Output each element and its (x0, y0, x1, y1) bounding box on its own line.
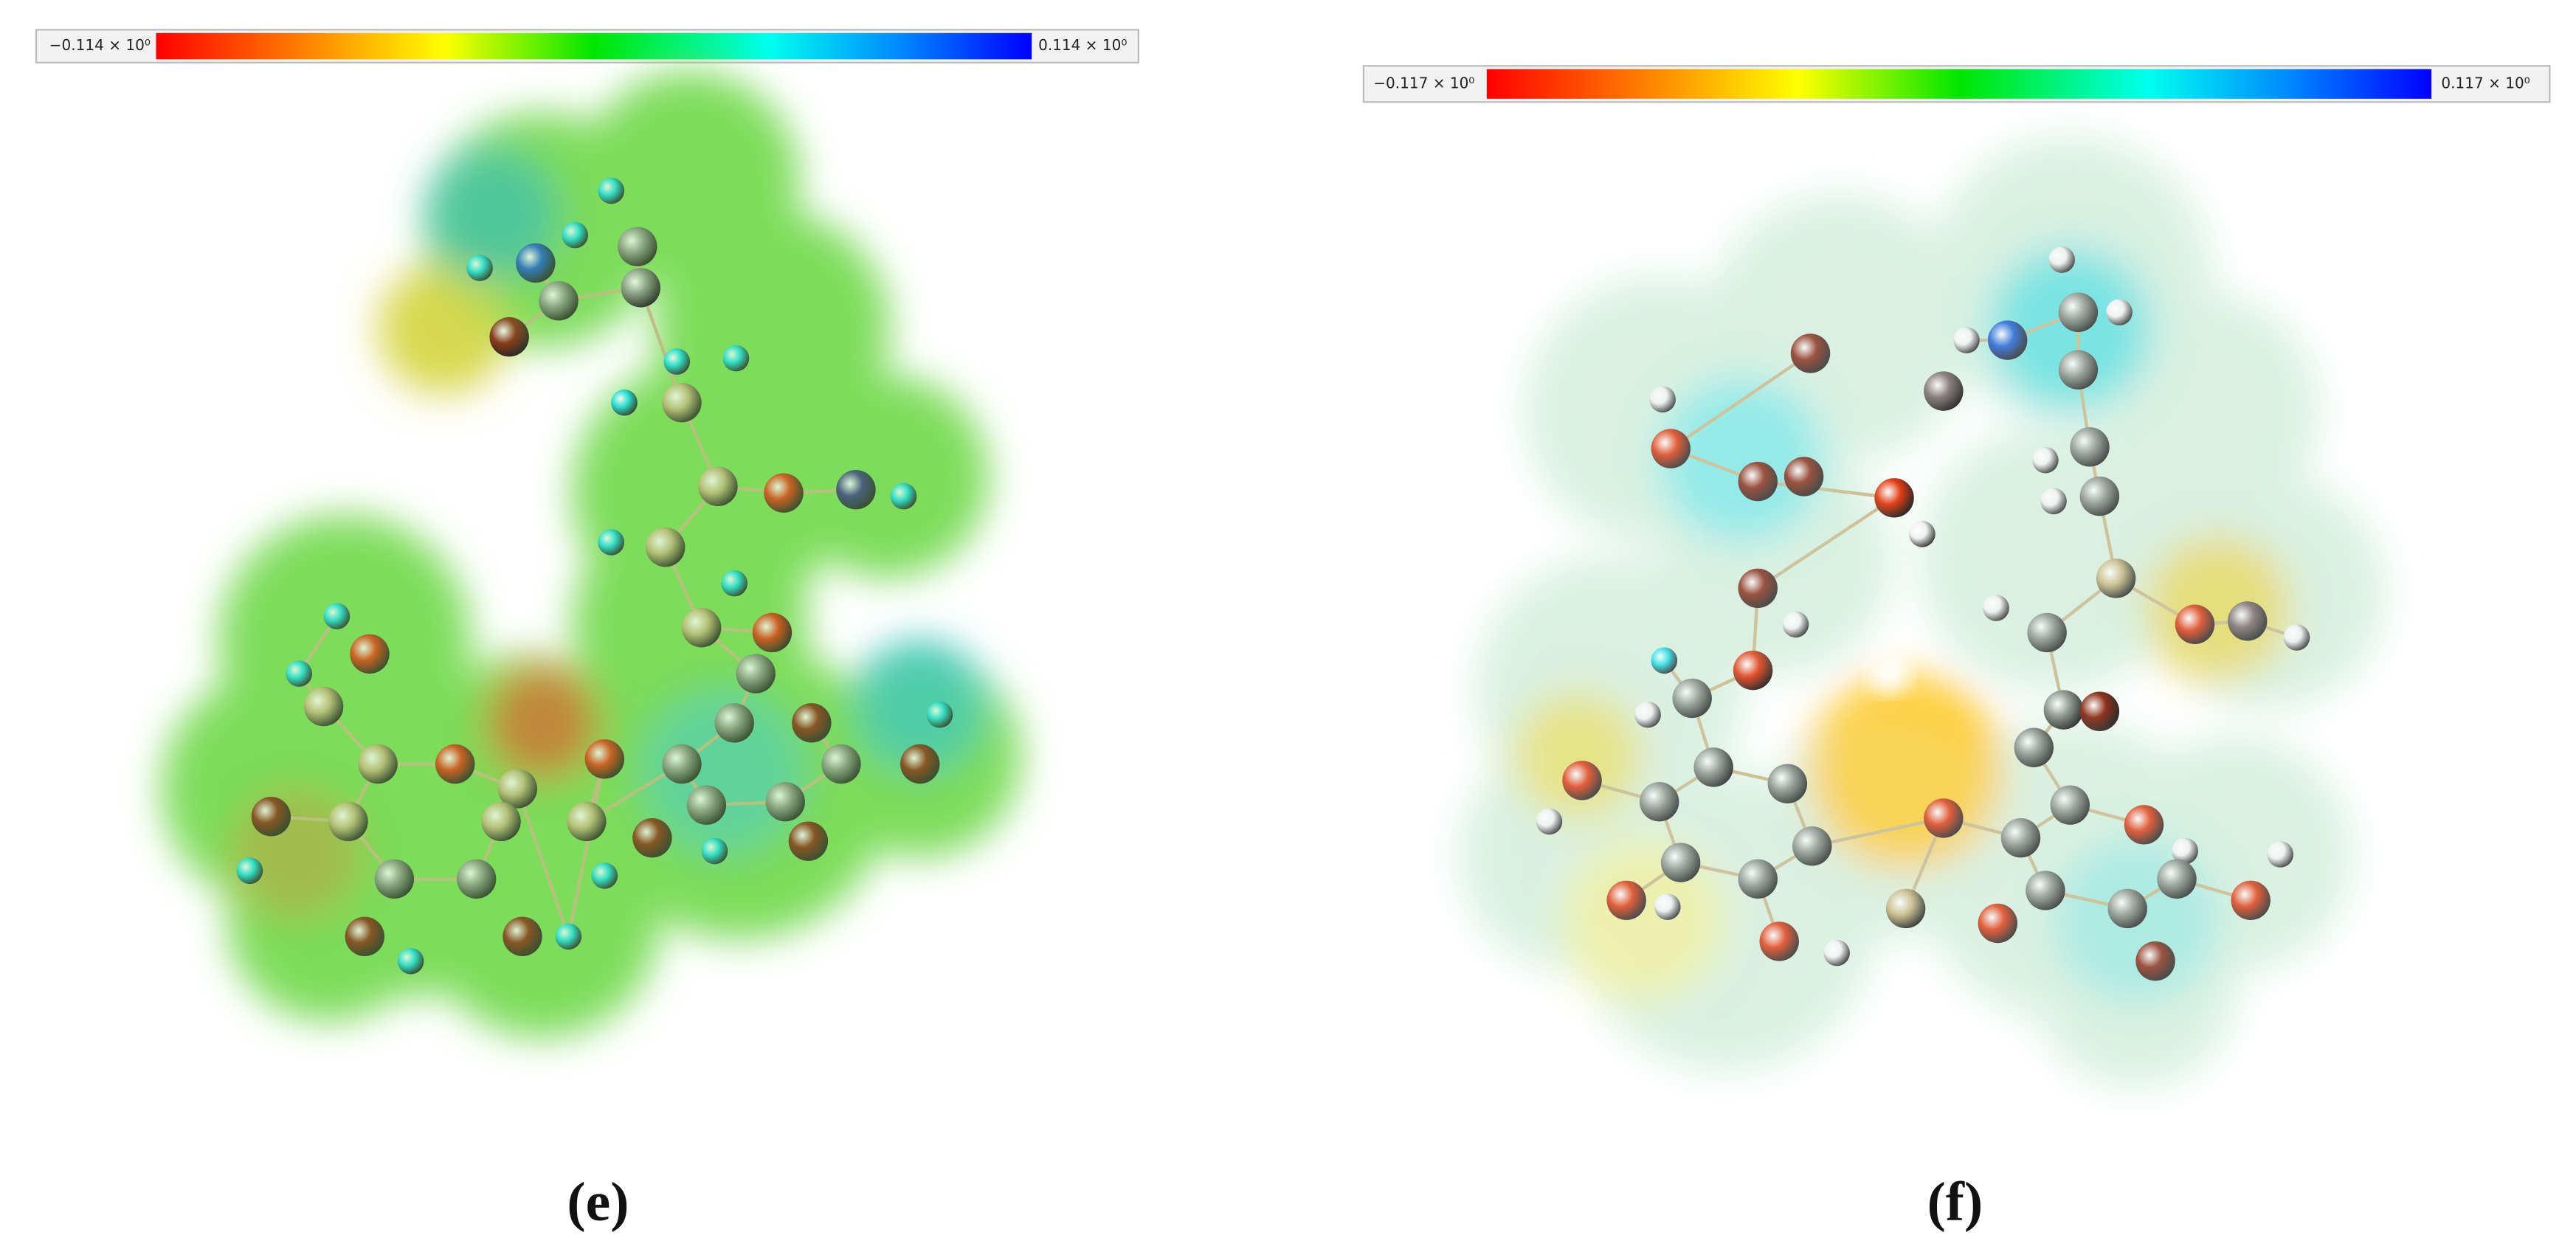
molecule-f (1462, 139, 2383, 1085)
surface-lobe (1659, 443, 1890, 674)
colorbar-f: −0.117 × 10⁰ 0.117 × 10⁰ (1362, 65, 2551, 103)
colorbar-gradient (1486, 69, 2432, 99)
atom (2043, 690, 2084, 730)
atom (2079, 691, 2120, 731)
surface-lobe (821, 657, 1019, 854)
surface-lobe (788, 378, 986, 575)
surface-lobe (427, 657, 625, 854)
surface-lobe (2037, 887, 2234, 1085)
surface-lobe (2152, 476, 2383, 707)
colorbar-min: −0.117 × 10⁰ (1373, 74, 1474, 91)
colorbar-min: −0.114 × 10⁰ (49, 36, 151, 54)
colorbar-gradient (156, 32, 1032, 60)
atom (1874, 478, 1914, 518)
surface-lobe (427, 805, 657, 1035)
potential-surface (1462, 139, 2383, 1085)
cavity (1869, 654, 1910, 694)
surface-lobe (1921, 427, 2186, 691)
colorbar-max: 0.114 × 10⁰ (1038, 36, 1127, 54)
colorbar-e: −0.114 × 10⁰ 0.114 × 10⁰ (35, 29, 1140, 63)
colorbar-max: 0.117 × 10⁰ (2441, 74, 2530, 91)
surface-lobe (591, 640, 888, 937)
surface-lobe (1708, 197, 1972, 460)
molecule-e (164, 74, 1019, 1035)
panel-label: (f) (1927, 1172, 1983, 1233)
potential-surface (164, 74, 1019, 1035)
surface-lobe (229, 821, 427, 1019)
panel-label: (e) (567, 1172, 629, 1233)
